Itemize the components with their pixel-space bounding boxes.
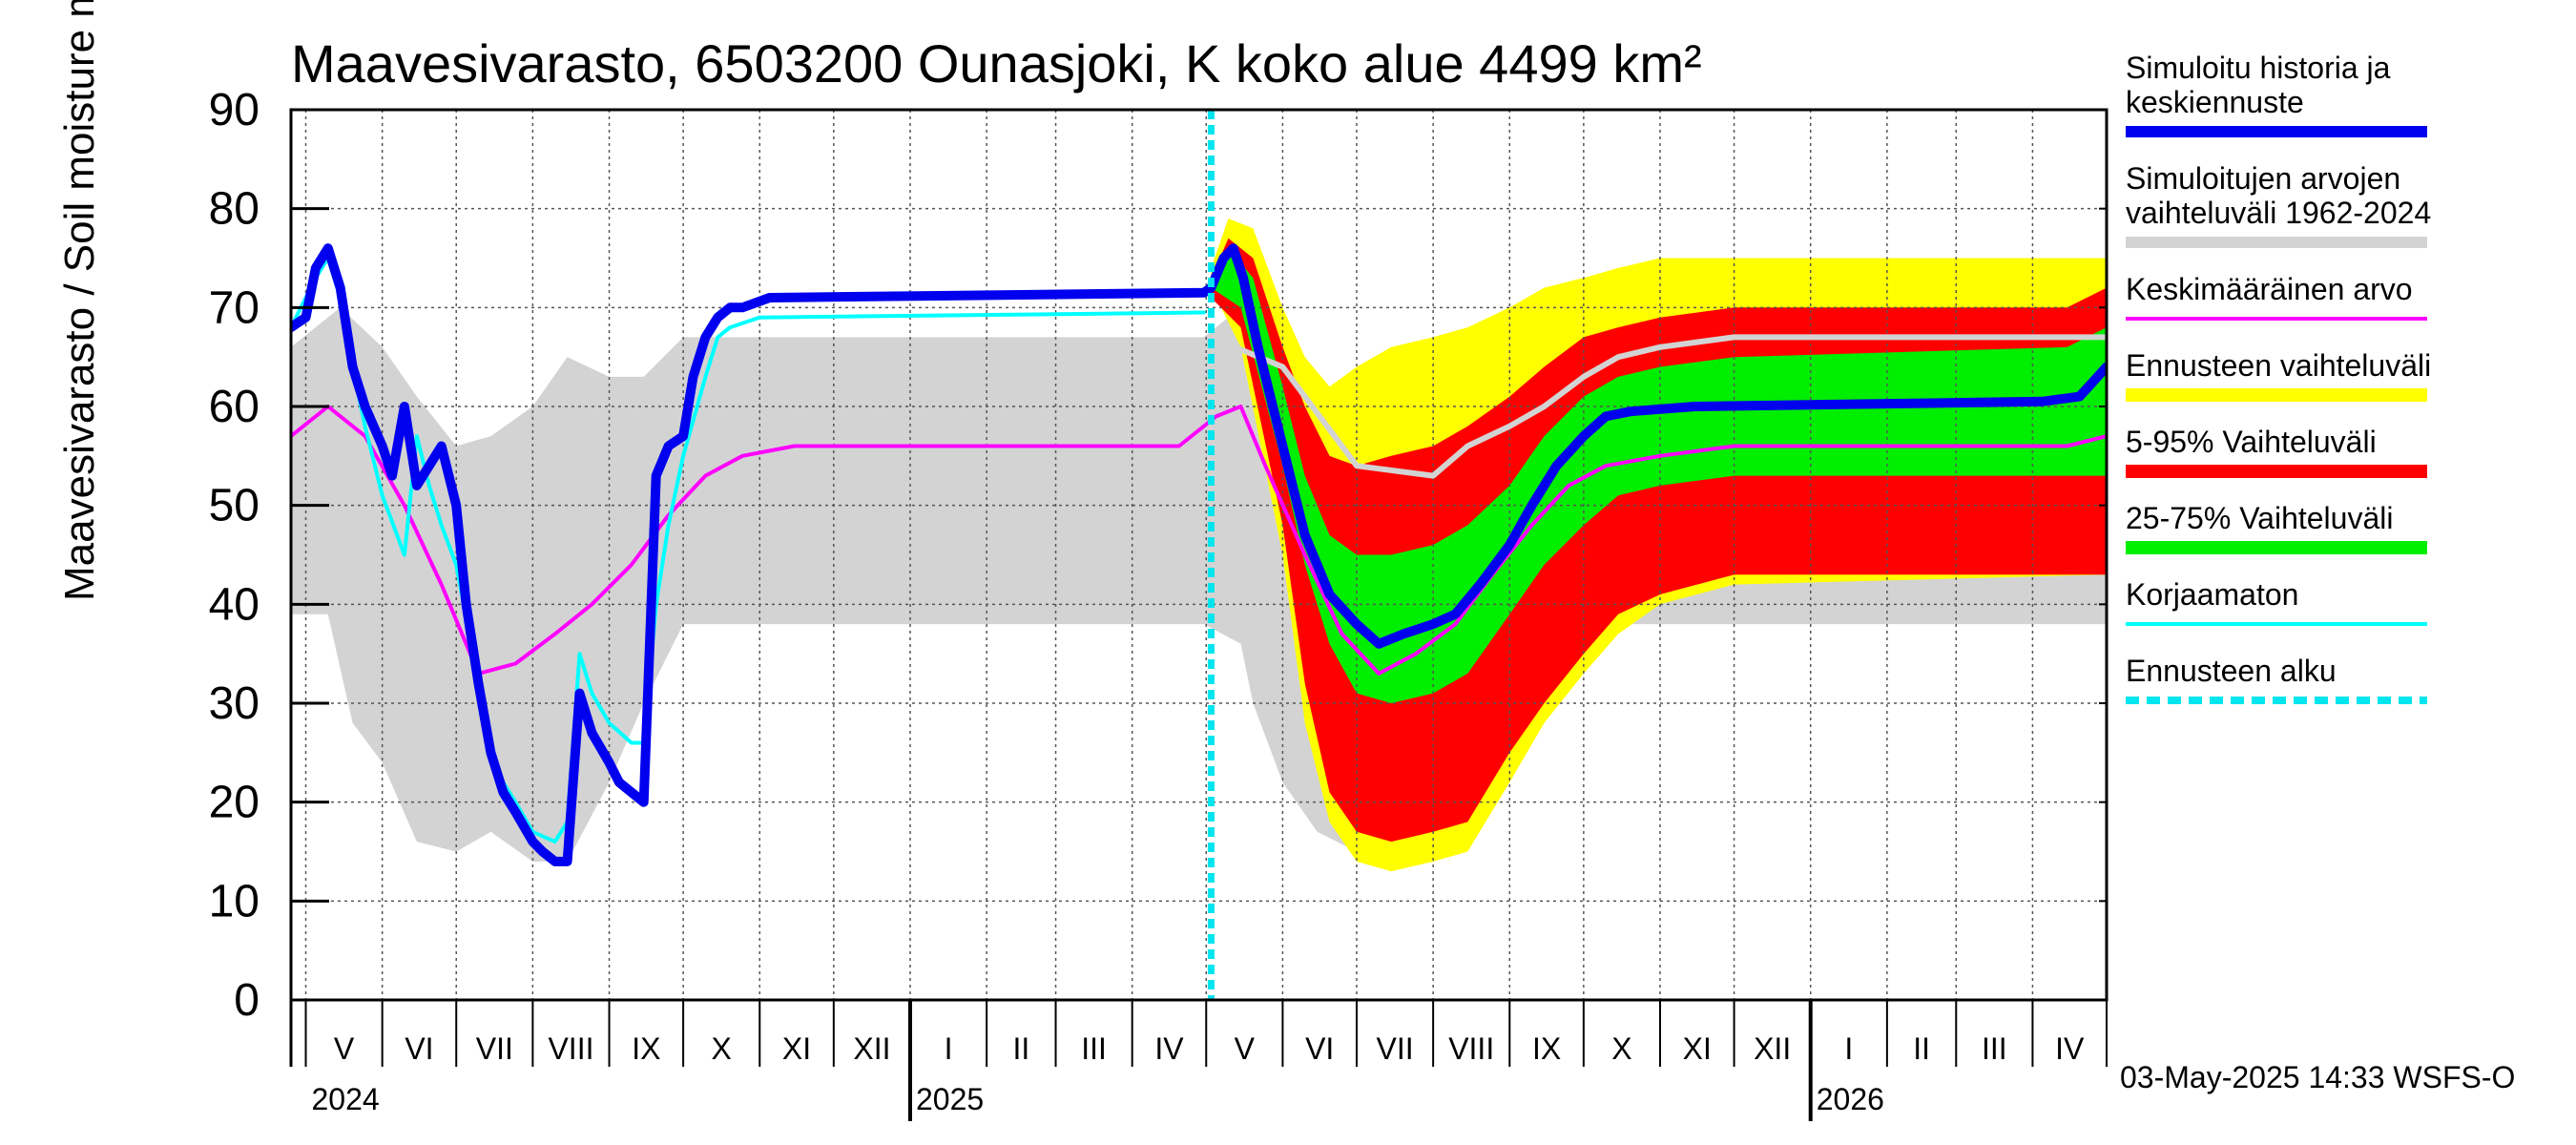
year-label: 2025 (916, 1082, 984, 1116)
legend-label: vaihteluväli 1962-2024 (2126, 196, 2431, 230)
p25-75-band (1211, 248, 2107, 703)
year-label: 2024 (312, 1082, 380, 1116)
y-tick-label: 0 (234, 975, 260, 1026)
month-label: XII (1754, 1031, 1791, 1066)
lines-layer (291, 110, 2107, 1000)
legend-item: Keskimääräinen arvo (2126, 272, 2427, 321)
legend-label: Korjaamaton (2126, 577, 2298, 612)
legend-item: Ennusteen vaihteluväli (2126, 348, 2431, 402)
month-label: IV (1154, 1031, 1184, 1066)
month-label: V (1235, 1031, 1256, 1066)
y-tick-label: 30 (209, 678, 260, 729)
y-tick-label: 50 (209, 481, 260, 531)
legend-label: keskiennuste (2126, 85, 2304, 119)
month-label: III (1081, 1031, 1107, 1066)
footer-timestamp: 03-May-2025 14:33 WSFS-O (2120, 1060, 2515, 1094)
uncorrected-line (291, 256, 1206, 844)
plot-frame (289, 108, 2109, 1002)
month-label: II (1913, 1031, 1930, 1066)
history-forecast-line (291, 243, 2107, 866)
month-label: VII (476, 1031, 513, 1066)
month-label: IX (632, 1031, 660, 1066)
legend-item: Ennusteen alku (2126, 654, 2427, 704)
month-label: VII (1376, 1031, 1413, 1066)
month-label: III (1982, 1031, 2007, 1066)
legend-label: Ennusteen alku (2126, 654, 2337, 688)
legend-label: 5-95% Vaihteluväli (2126, 425, 2377, 459)
legend-item: 5-95% Vaihteluväli (2126, 425, 2427, 478)
year-label: 2026 (1817, 1082, 1884, 1116)
y-tick-label: 70 (209, 282, 260, 333)
p5-95-band (1211, 238, 2107, 843)
month-label: XI (782, 1031, 811, 1066)
month-label: I (1844, 1031, 1853, 1066)
month-label: VI (405, 1031, 433, 1066)
y-tick-label: 90 (209, 85, 260, 135)
month-label: V (334, 1031, 355, 1066)
legend-item: 25-75% Vaihteluväli (2126, 501, 2427, 554)
month-label: XII (853, 1031, 890, 1066)
month-label: IV (2055, 1031, 2085, 1066)
y-tick-label: 60 (209, 382, 260, 432)
legend-label: Keskimääräinen arvo (2126, 272, 2413, 306)
chart-title: Maavesivarasto, 6503200 Ounasjoki, K kok… (291, 33, 1702, 94)
month-label: II (1012, 1031, 1029, 1066)
month-label: XI (1683, 1031, 1712, 1066)
y-tick-label: 20 (209, 778, 260, 828)
month-label: VIII (548, 1031, 593, 1066)
legend-item: Korjaamaton (2126, 577, 2427, 626)
bands-layer (291, 219, 2107, 872)
month-label: X (712, 1031, 732, 1066)
legend-label: Simuloitu historia ja (2126, 51, 2391, 85)
legend: Simuloitu historia jakeskiennusteSimuloi… (2126, 51, 2431, 704)
y-tick-label: 10 (209, 876, 260, 926)
month-label: IX (1532, 1031, 1561, 1066)
legend-label: Ennusteen vaihteluväli (2126, 348, 2431, 383)
legend-label: Simuloitujen arvojen (2126, 161, 2400, 196)
y-tick-label: 40 (209, 579, 260, 630)
month-label: X (1611, 1031, 1631, 1066)
y-tick-label: 80 (209, 184, 260, 235)
legend-label: 25-75% Vaihteluväli (2126, 501, 2393, 535)
month-label: I (945, 1031, 953, 1066)
y-axis-label: Maavesivarasto / Soil moisture mm (56, 0, 103, 601)
month-label: VIII (1448, 1031, 1494, 1066)
forecast-historical-upper-line (1208, 334, 2107, 479)
month-label: VI (1305, 1031, 1334, 1066)
